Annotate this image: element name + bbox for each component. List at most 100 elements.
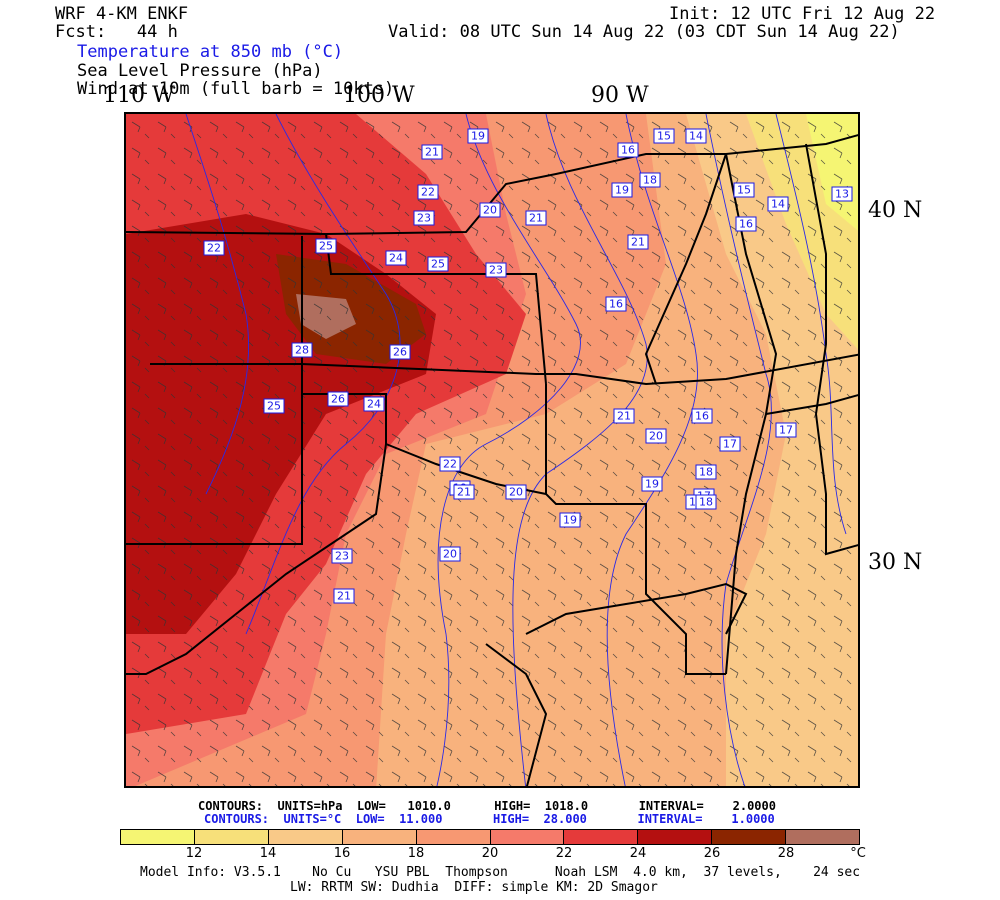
model-title: WRF 4-KM ENKF: [55, 4, 189, 24]
slp-contour-info: CONTOURS: UNITS=hPa LOW= 1010.0 HIGH= 10…: [198, 799, 776, 813]
contour-label-box: [525, 210, 547, 226]
colorbar-tick-label: 20: [481, 846, 499, 861]
field-wind: Wind at 10m (full barb = 10kts): [77, 79, 395, 99]
contour-label: 28: [295, 344, 309, 357]
contour-label: 23: [335, 550, 349, 563]
contour-label-box: [695, 464, 717, 480]
lat-label-40n: 40 N: [868, 198, 923, 223]
valid-time: Valid: 08 UTC Sun 14 Aug 22 (03 CDT Sun …: [388, 22, 900, 42]
contour-label: 24: [389, 252, 403, 265]
contour-label-box: [695, 494, 717, 510]
contour-label: 21: [457, 486, 471, 499]
contour-label-box: [627, 234, 649, 250]
contour-label-box: [467, 128, 489, 144]
contour-label: 19: [615, 184, 629, 197]
contour-label: 22: [207, 242, 221, 255]
contour-label: 25: [431, 258, 445, 271]
field-temperature: Temperature at 850 mb (°C): [77, 42, 344, 62]
colorbar-tick-label: 12: [185, 846, 203, 861]
contour-label-box: [331, 548, 353, 564]
contour-label: 26: [393, 346, 407, 359]
contour-label: 14: [689, 130, 703, 143]
contour-label: 16: [695, 410, 709, 423]
contour-label: 21: [631, 236, 645, 249]
contour-label: 21: [337, 590, 351, 603]
forecast-hour: Fcst: 44 h: [55, 22, 178, 42]
contour-label: 23: [489, 264, 503, 277]
colorbar-segment: [712, 830, 787, 844]
contour-label: 16: [621, 144, 635, 157]
colorbar-tick-label: 24: [629, 846, 647, 861]
contour-label-box: [439, 546, 461, 562]
init-time: Init: 12 UTC Fri 12 Aug 22: [669, 4, 936, 24]
contour-label: 16: [609, 298, 623, 311]
contour-label-box: [327, 391, 349, 407]
contour-label-box: [611, 182, 633, 198]
colorbar-segment: [342, 830, 417, 844]
contour-label-box: [421, 144, 443, 160]
colorbar-segment: [194, 830, 269, 844]
lon-label-100w: 100 W: [343, 83, 415, 108]
field-pressure: Sea Level Pressure (hPa): [77, 61, 323, 81]
colorbar-tick-label: 16: [333, 846, 351, 861]
contour-label-box: [719, 436, 741, 452]
contour-label-box: [775, 422, 797, 438]
contour-label-box: [641, 476, 663, 492]
lon-label-90w: 90 W: [591, 83, 649, 108]
contour-label: 19: [645, 478, 659, 491]
contour-label: 22: [421, 186, 435, 199]
contour-label-box: [733, 182, 755, 198]
colorbar-segment: [416, 830, 491, 844]
contour-label: 14: [771, 198, 785, 211]
contour-label-box: [385, 250, 407, 266]
contour-label-box: [767, 196, 789, 212]
contour-label: 20: [443, 548, 457, 561]
contour-label-box: [685, 128, 707, 144]
lon-label-110w: 110 W: [103, 83, 175, 108]
temp-contour-info: CONTOURS: UNITS=°C LOW= 11.000 HIGH= 28.…: [204, 812, 775, 826]
contour-label-box: [645, 428, 667, 444]
contour-label: 19: [471, 130, 485, 143]
contour-label: 15: [737, 184, 751, 197]
contour-label: 16: [739, 218, 753, 231]
colorbar-tick-label: 22: [555, 846, 573, 861]
contour-label-box: [417, 184, 439, 200]
contour-label: 22: [443, 458, 457, 471]
contour-label: 17: [779, 424, 793, 437]
colorbar-segment: [786, 830, 860, 844]
colorbar-tick-label: 18: [407, 846, 425, 861]
state-borders: [126, 134, 858, 786]
contour-label-box: [363, 396, 385, 412]
contour-label-box: [559, 512, 581, 528]
contour-label-box: [413, 210, 435, 226]
weather-map-svg: 1921222322252425232628262524232321192221…: [126, 114, 858, 786]
contour-label: 18: [699, 496, 713, 509]
contour-label: 19: [563, 514, 577, 527]
contour-label-box: [263, 398, 285, 414]
contour-label-box: [389, 344, 411, 360]
contour-label-box: [639, 172, 661, 188]
contour-label-box: [613, 408, 635, 424]
colorbar-tick-label: 28: [777, 846, 795, 861]
contour-label: 24: [367, 398, 381, 411]
contour-label: 17: [723, 438, 737, 451]
contour-label-box: [605, 296, 627, 312]
contour-label: 21: [617, 410, 631, 423]
colorbar-segment: [268, 830, 343, 844]
contour-label-box: [203, 240, 225, 256]
contour-label-box: [291, 342, 313, 358]
contour-label-box: [453, 484, 475, 500]
contour-label: 26: [331, 393, 345, 406]
contour-label: 20: [483, 204, 497, 217]
contour-label: 20: [509, 486, 523, 499]
contour-label: 18: [699, 466, 713, 479]
contour-label: 23: [417, 212, 431, 225]
colorbar-tick-label: 14: [259, 846, 277, 861]
contour-label-box: [735, 216, 757, 232]
contour-label-box: [439, 456, 461, 472]
contour-label-box: [617, 142, 639, 158]
contour-label-box: [485, 262, 507, 278]
colorbar-tick-label: 26: [703, 846, 721, 861]
contour-label: 21: [529, 212, 543, 225]
model-info: Model Info: V3.5.1 No Cu YSU PBL Thompso…: [140, 865, 861, 880]
